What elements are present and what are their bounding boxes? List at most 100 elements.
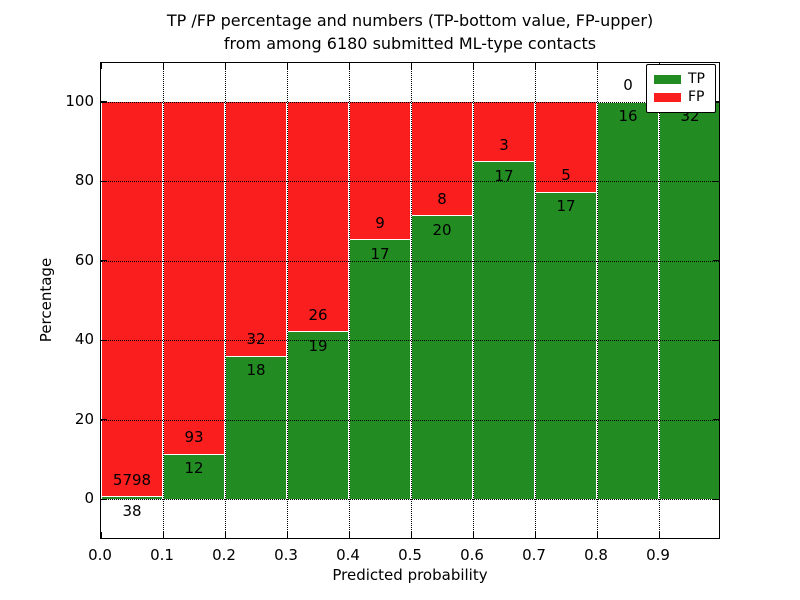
chart-title-line1: TP /FP percentage and numbers (TP-bottom… bbox=[166, 11, 654, 30]
fp-count-label: 8 bbox=[437, 189, 447, 208]
x-axis-tick bbox=[348, 63, 350, 69]
y-axis-tick bbox=[713, 101, 719, 103]
y-tick-label: 40 bbox=[74, 330, 94, 349]
gridline-horizontal bbox=[101, 181, 719, 183]
y-axis-tick bbox=[101, 101, 107, 103]
x-tick-label: 0.8 bbox=[584, 546, 608, 564]
tp-count-label: 19 bbox=[308, 336, 328, 355]
gridline-vertical bbox=[162, 63, 164, 538]
bar-tp-segment bbox=[660, 101, 719, 499]
chart-title: TP /FP percentage and numbers (TP-bottom… bbox=[100, 9, 720, 55]
x-tick-label: 0.3 bbox=[274, 546, 298, 564]
tp-count-label: 20 bbox=[432, 220, 452, 239]
x-tick-label: 0.2 bbox=[212, 546, 236, 564]
bar-tp-segment bbox=[164, 453, 224, 499]
x-tick-label: 0.5 bbox=[398, 546, 422, 564]
y-axis-tick bbox=[713, 498, 719, 500]
bar-fp-segment bbox=[164, 101, 224, 454]
y-axis-tick bbox=[101, 419, 107, 421]
gridline-vertical bbox=[658, 63, 660, 538]
x-axis-tick bbox=[410, 63, 412, 69]
x-axis-tick bbox=[224, 63, 226, 69]
bar-fp-segment bbox=[474, 101, 534, 162]
bar-fp-segment bbox=[288, 101, 348, 332]
legend-swatch-fp-icon bbox=[654, 93, 681, 102]
x-tick-label: 0.7 bbox=[522, 546, 546, 564]
bar-fp-segment bbox=[536, 101, 596, 193]
legend-item-fp: FP bbox=[654, 90, 708, 105]
fp-count-label: 5798 bbox=[112, 470, 152, 489]
x-axis-tick bbox=[286, 532, 288, 538]
x-axis-tick bbox=[534, 532, 536, 538]
fp-count-label: 26 bbox=[308, 305, 328, 324]
bar-tp-segment bbox=[598, 101, 658, 499]
x-axis-tick bbox=[348, 532, 350, 538]
tp-count-label: 38 bbox=[122, 501, 142, 520]
x-axis-tick bbox=[534, 63, 536, 69]
bar-fp-segment bbox=[226, 101, 286, 357]
y-tick-label: 60 bbox=[74, 250, 94, 269]
x-axis-tick bbox=[596, 532, 598, 538]
tp-count-label: 17 bbox=[370, 244, 390, 263]
y-axis-tick bbox=[713, 419, 719, 421]
bar-tp-segment bbox=[288, 331, 348, 499]
y-tick-label: 20 bbox=[74, 409, 94, 428]
bar-tp-segment bbox=[474, 161, 534, 499]
tp-count-label: 12 bbox=[184, 458, 204, 477]
gridline-vertical bbox=[472, 63, 474, 538]
gridline-vertical bbox=[596, 63, 598, 538]
y-axis-tick bbox=[713, 260, 719, 262]
tp-count-label: 17 bbox=[556, 197, 576, 216]
fp-count-label: 3 bbox=[499, 135, 509, 154]
y-axis-tick bbox=[101, 339, 107, 341]
x-tick-label: 0.6 bbox=[460, 546, 484, 564]
x-axis-tick bbox=[658, 532, 660, 538]
fp-count-label: 32 bbox=[246, 330, 266, 349]
x-axis-tick bbox=[162, 63, 164, 69]
x-axis-tick bbox=[410, 532, 412, 538]
gridline-vertical bbox=[348, 63, 350, 538]
y-axis-tick bbox=[713, 339, 719, 341]
tp-count-label: 17 bbox=[494, 166, 514, 185]
fp-count-label: 9 bbox=[375, 213, 385, 232]
bar-tp-segment bbox=[350, 239, 410, 499]
gridline-horizontal bbox=[101, 419, 719, 421]
x-tick-label: 0.1 bbox=[150, 546, 174, 564]
x-axis-tick bbox=[286, 63, 288, 69]
x-axis-tick bbox=[101, 63, 102, 69]
x-tick-label: 0.4 bbox=[336, 546, 360, 564]
plot-area: 579838931232182619917820317517016032 bbox=[100, 62, 720, 539]
y-tick-label: 0 bbox=[84, 489, 94, 507]
bar-tp-segment bbox=[102, 496, 162, 499]
x-tick-label: 0.0 bbox=[88, 546, 112, 564]
tp-count-label: 16 bbox=[618, 107, 638, 126]
x-axis-tick bbox=[224, 532, 226, 538]
x-axis-tick bbox=[472, 532, 474, 538]
bar-fp-segment bbox=[350, 101, 410, 240]
gridline-vertical bbox=[410, 63, 412, 538]
legend-swatch-tp-icon bbox=[654, 75, 681, 84]
gridline-vertical bbox=[286, 63, 288, 538]
gridline-horizontal bbox=[101, 340, 719, 342]
legend: TP FP bbox=[646, 64, 716, 113]
bar-fp-segment bbox=[412, 101, 472, 216]
gridline-vertical bbox=[534, 63, 536, 538]
x-tick-label: 0.9 bbox=[646, 546, 670, 564]
y-axis-tick bbox=[101, 498, 107, 500]
gridline-vertical bbox=[224, 63, 226, 538]
gridline-horizontal bbox=[101, 101, 719, 103]
x-axis-tick bbox=[101, 532, 102, 538]
x-axis-tick bbox=[162, 532, 164, 538]
y-tick-label: 100 bbox=[65, 91, 94, 110]
bar-tp-segment bbox=[412, 215, 472, 499]
bar-tp-segment bbox=[226, 356, 286, 499]
bar-fp-segment bbox=[102, 101, 162, 497]
fp-count-label: 0 bbox=[623, 76, 633, 95]
y-axis-tick bbox=[713, 180, 719, 183]
gridline-horizontal bbox=[101, 499, 719, 500]
y-axis-tick bbox=[101, 260, 107, 262]
legend-label-fp: FP bbox=[688, 89, 705, 105]
fp-count-label: 93 bbox=[184, 427, 204, 446]
legend-item-tp: TP bbox=[654, 72, 708, 87]
